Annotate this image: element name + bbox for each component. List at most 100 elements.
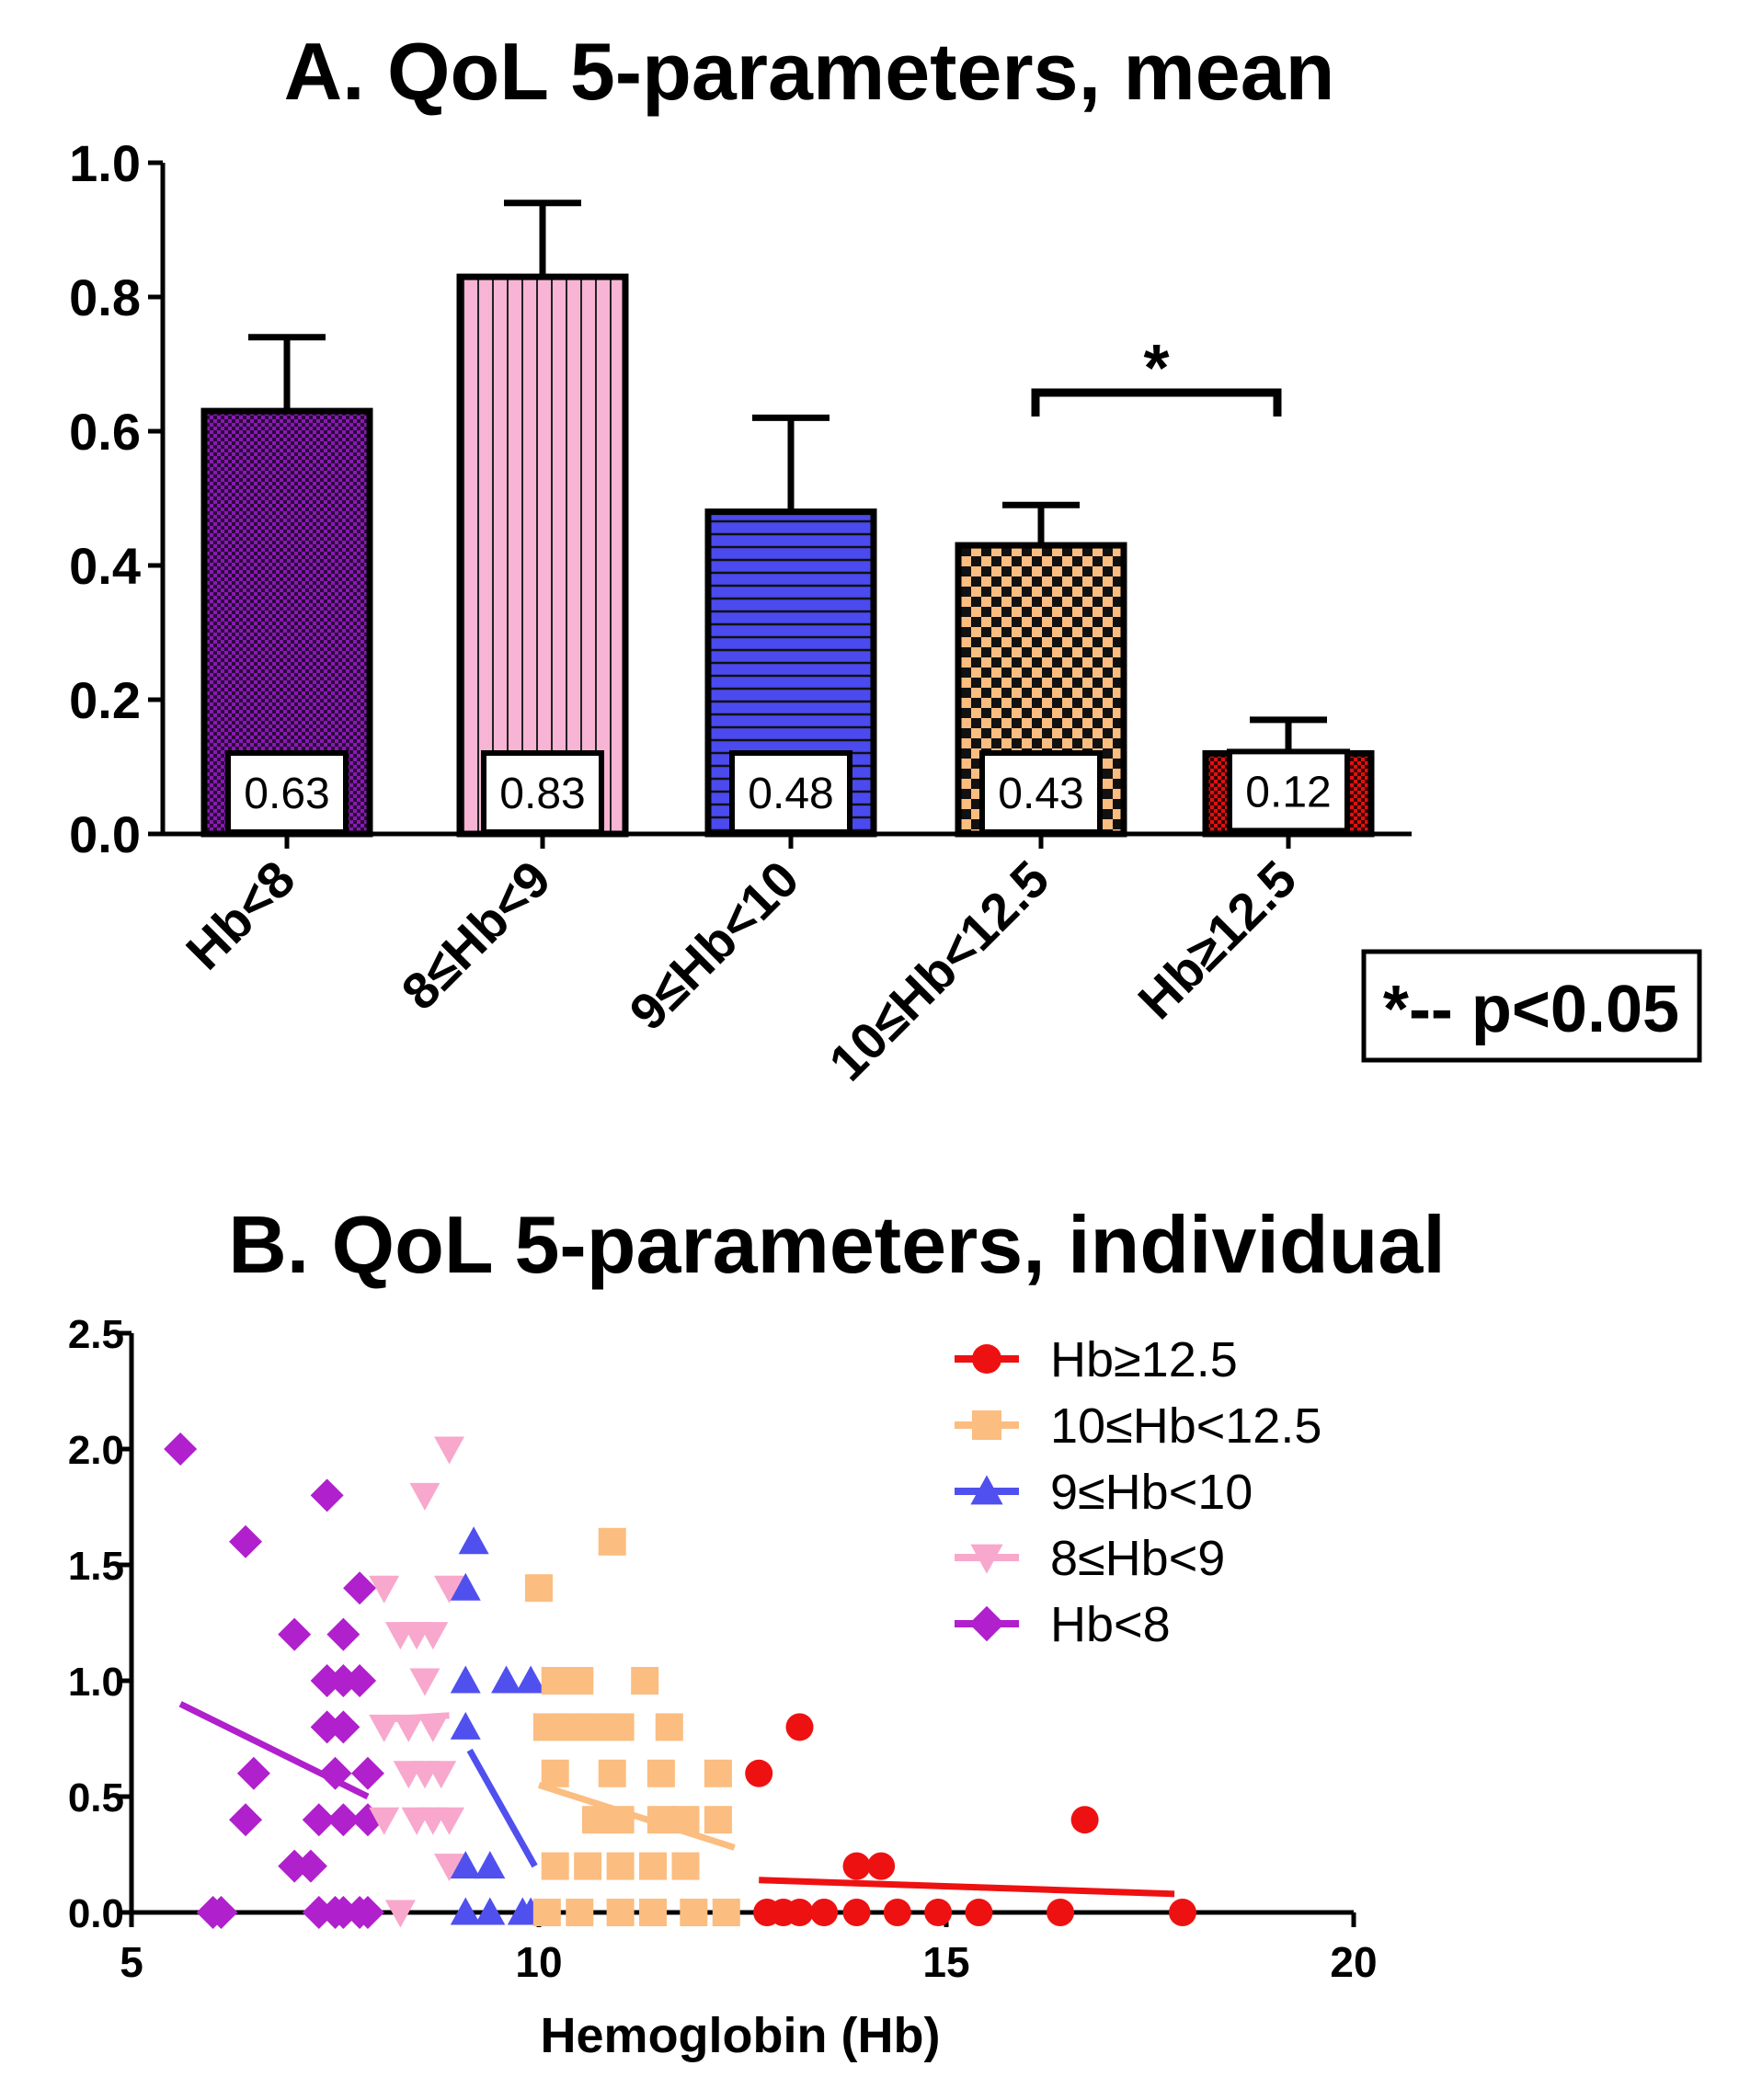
data-point <box>350 1896 384 1929</box>
data-point <box>236 1756 270 1790</box>
data-point <box>326 1617 360 1651</box>
value-label: 0.43 <box>998 770 1083 818</box>
data-point <box>631 1667 659 1695</box>
data-point <box>680 1899 708 1926</box>
data-point <box>646 1759 675 1787</box>
value-label: 0.12 <box>1245 768 1331 816</box>
x-tick-label: 10 <box>515 1938 562 1986</box>
data-point <box>606 1899 635 1926</box>
data-point <box>598 1759 626 1787</box>
chart-a-title: A. QoL 5-parameters, mean <box>284 26 1335 117</box>
data-point <box>639 1852 668 1880</box>
y-tick-label: 1.5 <box>68 1544 124 1589</box>
x-axis-label: Hemoglobin (Hb) <box>541 2008 941 2063</box>
data-point <box>450 1665 481 1694</box>
legend-item: 8≤Hb<9 <box>955 1531 1225 1586</box>
data-point <box>409 1482 440 1511</box>
data-point <box>418 1714 449 1742</box>
legend-label: 8≤Hb<9 <box>1050 1531 1225 1586</box>
value-label-box <box>1227 748 1350 834</box>
data-point <box>574 1852 602 1880</box>
legend-label: Hb<8 <box>1050 1597 1171 1652</box>
data-point <box>515 1665 546 1694</box>
data-point <box>712 1899 740 1926</box>
significance-bracket: * <box>1031 332 1282 417</box>
data-point <box>965 1899 993 1926</box>
data-point <box>566 1899 594 1926</box>
data-point <box>842 1852 871 1880</box>
data-point <box>409 1668 440 1696</box>
legend-item: 9≤Hb<10 <box>955 1465 1253 1520</box>
data-point <box>646 1806 675 1834</box>
data-point <box>598 1527 626 1556</box>
data-point <box>475 1851 506 1879</box>
data-point <box>541 1852 569 1880</box>
legend-swatch-marker <box>968 1605 1005 1642</box>
chart-a-axes: 0.0 0.2 0.4 0.6 0.8 1.0 <box>69 134 1412 863</box>
data-point <box>532 1713 561 1741</box>
x-tick-label: 5 <box>120 1938 143 1986</box>
data-point <box>450 1572 481 1601</box>
value-label: 0.83 <box>499 770 585 818</box>
data-point <box>883 1899 911 1926</box>
data-point <box>606 1713 635 1741</box>
data-point <box>458 1526 489 1555</box>
data-point <box>229 1803 263 1837</box>
legend-swatch-marker <box>972 1410 1001 1440</box>
significance-bracket-line <box>1031 388 1282 417</box>
x-tick-label: 15 <box>922 1938 969 1986</box>
y-tick-label: 2.5 <box>68 1312 124 1357</box>
data-point <box>704 1806 732 1834</box>
value-label-box <box>481 750 604 835</box>
trend-line <box>759 1877 1175 1898</box>
legend-swatch-marker <box>970 1544 1003 1574</box>
data-point <box>867 1852 896 1880</box>
value-label: 0.48 <box>748 770 833 818</box>
chart-b-points <box>164 1432 1196 1929</box>
data-point <box>655 1713 683 1741</box>
significance-note: *-- p<0.05 <box>1361 949 1702 1063</box>
data-point <box>541 1759 569 1787</box>
data-point <box>343 1571 377 1605</box>
y-tick-label: 1.0 <box>68 1660 124 1705</box>
category-label: Hb<8 <box>175 850 305 980</box>
data-point <box>606 1852 635 1880</box>
data-point <box>491 1665 522 1694</box>
legend-item: Hb≥12.5 <box>955 1332 1238 1387</box>
trend-line <box>466 1748 538 1868</box>
legend-label: 9≤Hb<10 <box>1050 1465 1253 1520</box>
category-label: Hb≥12.5 <box>1127 850 1307 1030</box>
data-point <box>302 1803 336 1837</box>
data-point <box>204 1896 238 1929</box>
data-point <box>164 1432 198 1466</box>
legend-item: 10≤Hb<12.5 <box>955 1398 1321 1454</box>
data-point <box>842 1899 871 1926</box>
data-point <box>310 1478 344 1512</box>
data-point <box>671 1806 700 1834</box>
data-point <box>434 1436 465 1465</box>
legend-label: 10≤Hb<12.5 <box>1050 1398 1321 1454</box>
data-point <box>639 1899 668 1926</box>
data-point <box>326 1710 360 1744</box>
data-point <box>1168 1899 1196 1926</box>
value-label-box <box>225 750 349 835</box>
value-label-box <box>729 750 852 835</box>
data-point <box>393 1714 424 1742</box>
data-point <box>450 1897 481 1925</box>
data-point <box>350 1756 384 1790</box>
significance-note-box <box>1361 949 1702 1063</box>
value-label-box <box>979 750 1103 835</box>
y-tick-label: 2.0 <box>68 1428 124 1473</box>
data-point <box>426 1761 457 1789</box>
significance-note-text: *-- p<0.05 <box>1383 973 1679 1046</box>
chart-b-title: B. QoL 5-parameters, individual <box>228 1199 1446 1290</box>
scatter-chart: B. QoL 5-parameters, individual 0.0 0.5 1.… <box>68 1199 1446 2063</box>
value-label: 0.63 <box>244 770 329 818</box>
data-point <box>557 1713 586 1741</box>
data-point <box>785 1713 814 1741</box>
legend-label: Hb≥12.5 <box>1050 1332 1238 1387</box>
chart-a-bars: 0.63 0.83 0.48 0.43 0.12 <box>200 200 1375 838</box>
data-point <box>671 1852 700 1880</box>
data-point <box>229 1524 263 1558</box>
